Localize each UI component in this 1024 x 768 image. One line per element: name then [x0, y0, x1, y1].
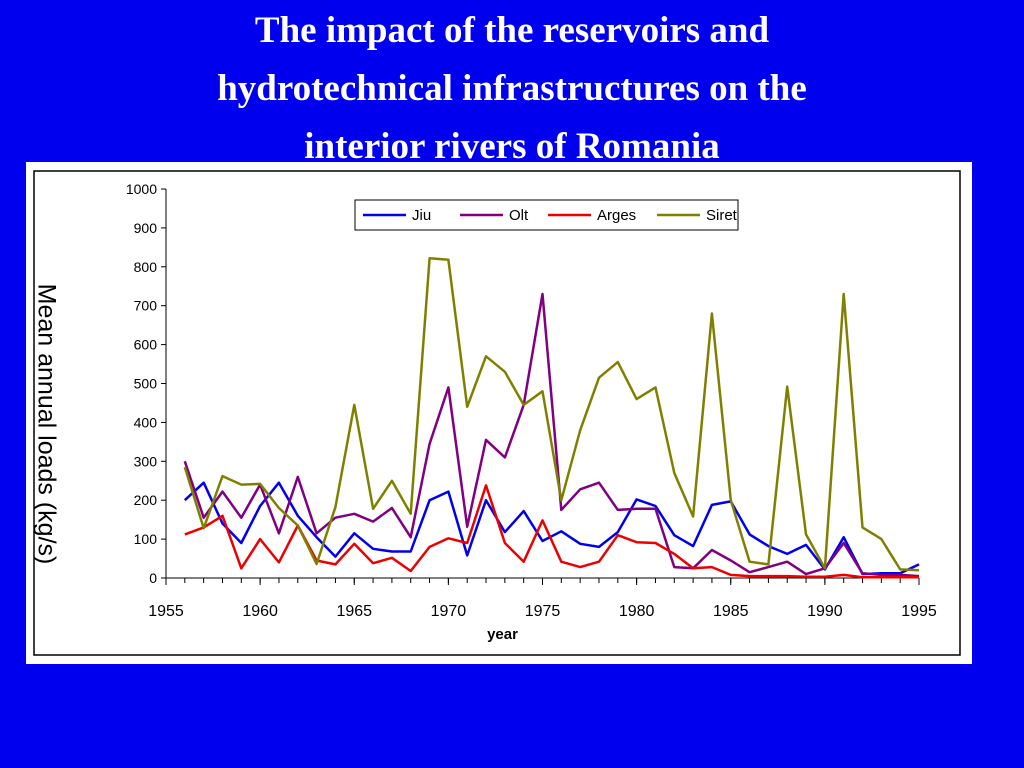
y-tick-label: 400 — [134, 414, 158, 430]
x-tick-label: 1960 — [242, 603, 278, 620]
x-tick-label: 1985 — [713, 603, 749, 620]
slide-title: The impact of the reservoirs and hydrote… — [0, 2, 1024, 176]
y-tick-label: 500 — [134, 376, 158, 392]
title-line-3: interior rivers of Romania — [304, 126, 720, 167]
y-tick-label: 1000 — [126, 181, 157, 197]
legend-label-jiu: Jiu — [412, 207, 431, 224]
series-line-siret — [183, 256, 920, 572]
x-tick-label: 1990 — [807, 603, 843, 620]
x-tick-label: 1970 — [431, 603, 467, 620]
y-tick-label: 100 — [134, 531, 158, 547]
x-tick-label: 1955 — [148, 603, 184, 620]
series-line-arges — [184, 484, 919, 579]
legend: Jiu Olt Arges Siret — [354, 199, 739, 231]
series-line-jiu — [183, 481, 920, 576]
x-tick-label: 1975 — [525, 603, 561, 620]
y-tick-label: 800 — [134, 259, 158, 275]
x-axis-label: year — [487, 626, 518, 643]
line-chart: 0 100 200 300 400 500 600 700 800 900 1000 1955 1960… — [33, 170, 961, 656]
y-tick-label: 300 — [134, 453, 158, 469]
chart-frame — [33, 170, 961, 656]
y-tick-label: 600 — [134, 337, 158, 353]
legend-label-arges: Arges — [597, 207, 636, 224]
x-tick-label: 1965 — [336, 603, 372, 620]
y-tick-label: 200 — [134, 492, 158, 508]
chart-panel: 0 100 200 300 400 500 600 700 800 900 1000 1955 1960… — [26, 162, 972, 664]
legend-label-siret: Siret — [706, 207, 738, 224]
series-line-olt — [183, 292, 920, 578]
legend-label-olt: Olt — [509, 207, 529, 224]
title-line-1: The impact of the reservoirs and — [254, 10, 770, 51]
title-line-2: hydrotechnical infrastructures on the — [217, 68, 807, 109]
x-tick-label: 1980 — [619, 603, 655, 620]
y-tick-label: 700 — [134, 298, 158, 314]
x-tick-label: 1995 — [901, 603, 937, 620]
y-tick-label: 900 — [134, 220, 158, 236]
y-axis-label: Mean annual loads (kg/s) — [32, 283, 61, 565]
y-tick-label: 0 — [149, 570, 157, 586]
